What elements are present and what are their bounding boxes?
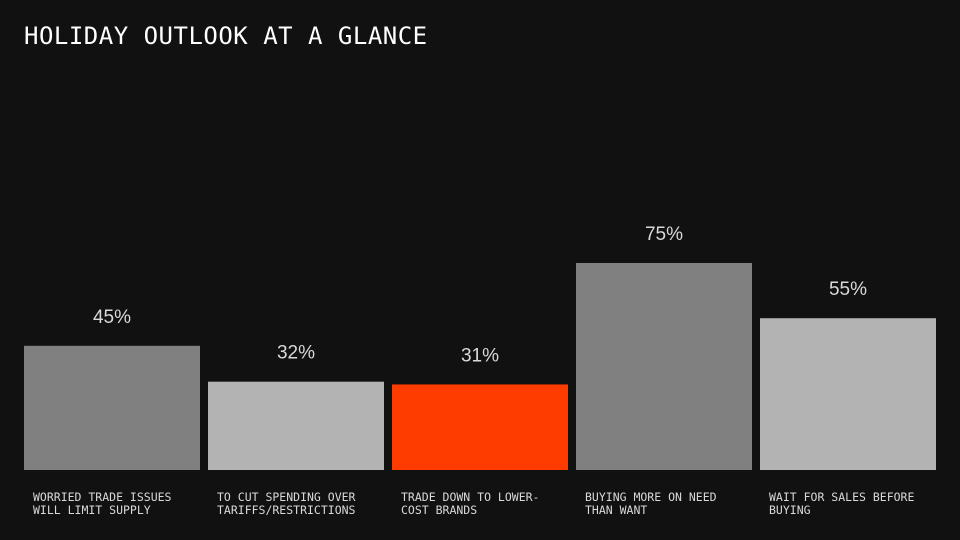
category-label-2: TO CUT SPENDING OVER TARIFFS/RESTRICTION… (217, 490, 356, 517)
bar-1 (24, 345, 200, 470)
bar-value-label-4: 75% (645, 224, 683, 245)
category-label-1: WORRIED TRADE ISSUES WILL LIMIT SUPPLY (33, 490, 172, 517)
bar-2 (208, 381, 384, 470)
category-label-4: BUYING MORE ON NEED THAN WANT (585, 490, 717, 517)
bar-value-label-1: 45% (93, 307, 131, 328)
bar-value-label-2: 32% (277, 343, 315, 364)
bar-value-label-5: 55% (829, 279, 867, 300)
category-label-3: TRADE DOWN TO LOWER- COST BRANDS (401, 490, 540, 517)
bar-4 (576, 263, 752, 470)
bar-3 (392, 384, 568, 470)
category-label-5: WAIT FOR SALES BEFORE BUYING (769, 490, 915, 517)
chart-title: HOLIDAY OUTLOOK AT A GLANCE (24, 22, 428, 50)
bar-5 (760, 318, 936, 470)
bar-value-label-3: 31% (461, 345, 499, 366)
